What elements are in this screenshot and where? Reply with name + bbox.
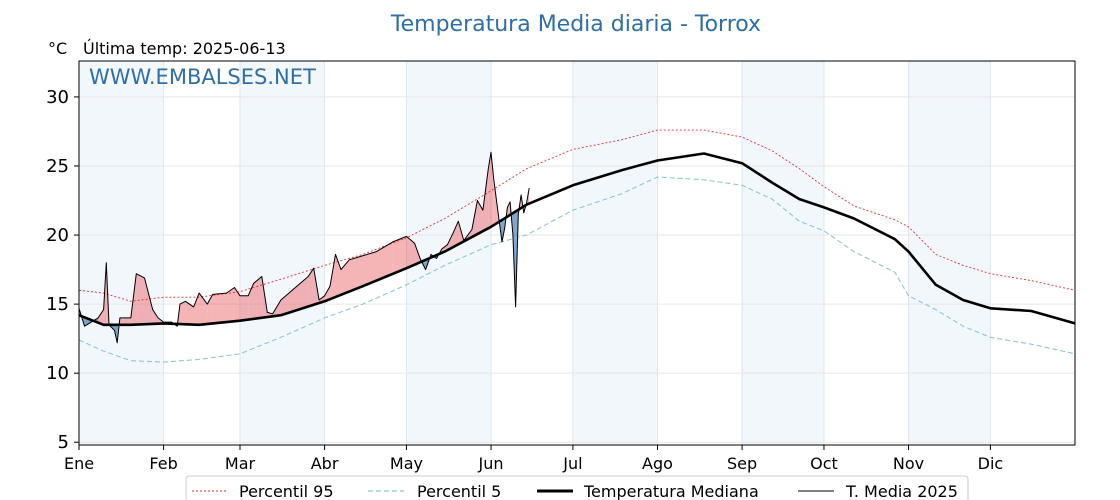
x-tick-label-ago: Ago (642, 454, 673, 473)
fill-above-median (226, 287, 235, 323)
fill-above-median (447, 233, 453, 251)
x-axis-ticks: Ene Feb Mar Abr May Jun Jul Ago Sep Oct Nov Dic (64, 445, 1003, 473)
fill-above-median (136, 273, 145, 325)
legend-label-current: T. Media 2025 (845, 482, 958, 500)
plot-frame (78, 60, 1076, 446)
x-tick-label-abr: Abr (311, 454, 339, 473)
fill-above-median (507, 201, 511, 217)
fill-above-median (199, 293, 208, 325)
fill-above-median (376, 241, 393, 281)
fill-above-median (212, 293, 227, 324)
fill-above-median (119, 317, 131, 325)
month-band-ene (79, 61, 164, 445)
fill-above-median (234, 287, 240, 322)
fill-above-median (414, 243, 421, 265)
month-band-nov (908, 61, 991, 445)
x-tick-label-mar: Mar (225, 454, 256, 473)
fill-above-median (185, 301, 194, 325)
fill-above-median (341, 259, 350, 295)
y-axis-unit: °C (48, 39, 67, 58)
fill-above-median (477, 200, 483, 235)
fill-above-median (240, 295, 249, 321)
p5-line (78, 176, 1076, 363)
fill-above-median (335, 254, 341, 297)
fill-above-median (324, 286, 330, 302)
x-tick-label-ene: Ene (64, 454, 94, 473)
fill-above-median (330, 254, 336, 300)
last-temp-label: Última temp: 2025-06-13 (83, 39, 286, 58)
series-lines (78, 129, 1076, 363)
legend-label-p5: Percentil 5 (417, 482, 501, 500)
y-tick-label-10: 10 (46, 363, 69, 384)
fill-above-median (152, 309, 159, 324)
fill-above-median (392, 236, 407, 274)
legend: Percentil 95 Percentil 5 Temperatura Med… (185, 475, 969, 500)
median-line (78, 152, 1076, 327)
fill-above-median (193, 293, 200, 325)
fill-above-median (280, 276, 309, 316)
legend-label-median: Temperatura Mediana (583, 482, 759, 500)
legend-label-p95: Percentil 95 (239, 482, 334, 500)
fill-above-median (349, 251, 377, 292)
fill-above-median (98, 309, 104, 325)
grid-lines (78, 61, 1075, 445)
y-tick-label-20: 20 (46, 225, 69, 246)
month-band-jul (572, 61, 658, 445)
fill-above-median (482, 189, 486, 232)
x-tick-label-nov: Nov (893, 454, 924, 473)
x-tick-label-sep: Sep (727, 454, 757, 473)
month-band-mar (239, 61, 325, 445)
x-tick-label-dic: Dic (978, 454, 1004, 473)
y-tick-label-25: 25 (46, 156, 69, 177)
fill-above-median (488, 152, 491, 229)
x-tick-label-feb: Feb (149, 454, 177, 473)
y-tick-label-5: 5 (58, 432, 69, 453)
legend-box (185, 475, 969, 500)
fill-above-median (406, 236, 415, 269)
x-tick-label-may: May (390, 454, 423, 473)
month-band-may (406, 61, 492, 445)
month-band-sep (742, 61, 824, 445)
x-tick-label-jul: Jul (562, 454, 582, 473)
y-axis-ticks: 5 10 15 20 25 30 (46, 87, 79, 453)
x-tick-label-oct: Oct (810, 454, 838, 473)
y-tick-label-30: 30 (46, 87, 69, 108)
watermark-text: WWW.EMBALSES.NET (89, 65, 316, 89)
fill-above-median (308, 268, 314, 307)
x-tick-label-jun: Jun (478, 454, 504, 473)
fill-above-median (452, 221, 459, 248)
chart-title: Temperatura Media diaria - Torrox (390, 12, 761, 37)
month-bands (79, 61, 991, 445)
fill-above-median (248, 283, 254, 320)
current-year-line (78, 151, 530, 344)
fill-above-median (485, 168, 489, 230)
fill-above-median (180, 301, 186, 325)
y-tick-label-15: 15 (46, 294, 69, 315)
fill-above-median (253, 276, 262, 319)
fill-above-median (144, 277, 153, 325)
